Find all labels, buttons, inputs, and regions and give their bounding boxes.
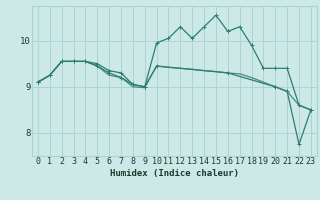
X-axis label: Humidex (Indice chaleur): Humidex (Indice chaleur) <box>110 169 239 178</box>
